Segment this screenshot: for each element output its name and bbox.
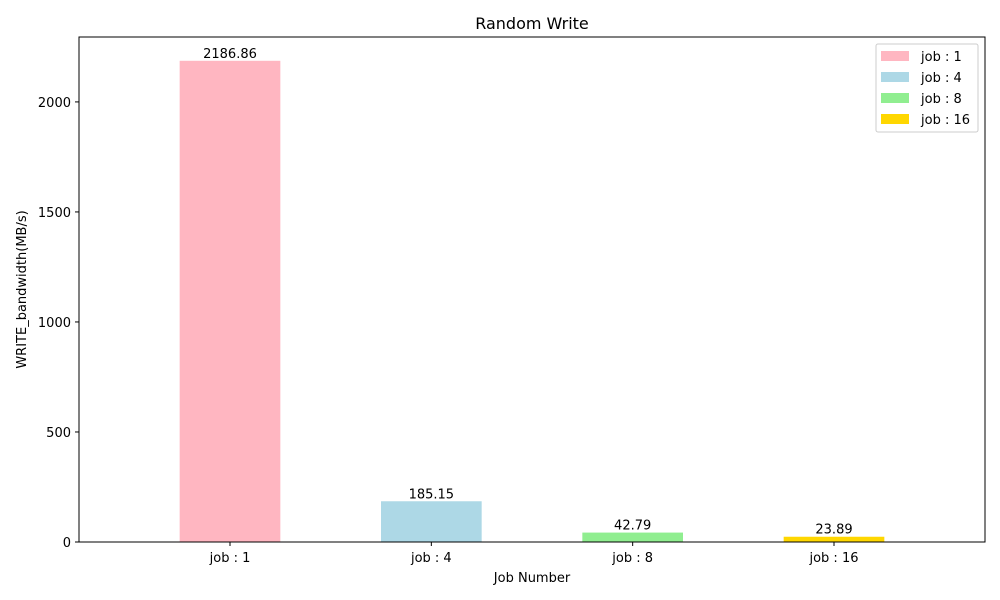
legend-label: job : 16 <box>920 113 970 128</box>
y-axis-label: WRITE_bandwidth(MB/s) <box>15 210 30 368</box>
x-tick-label: job : 1 <box>209 551 251 566</box>
legend-label: job : 4 <box>920 71 962 86</box>
x-axis: job : 1 job : 4 job : 8 job : 16 <box>209 542 859 566</box>
legend-box <box>875 43 979 133</box>
value-labels-group: 2186.86 185.15 42.79 23.89 <box>203 47 852 538</box>
y-tick-label: 1000 <box>38 316 71 331</box>
legend-swatch <box>881 114 909 124</box>
legend-swatch <box>881 72 909 82</box>
legend-label: job : 8 <box>920 92 962 107</box>
bar-value-label: 2186.86 <box>203 47 257 62</box>
y-axis: 0 500 1000 1500 2000 <box>38 96 79 551</box>
y-tick-label: 500 <box>46 426 71 441</box>
bar-value-label: 42.79 <box>614 519 651 534</box>
legend-swatch <box>881 51 909 61</box>
chart-title: Random Write <box>475 14 589 33</box>
y-tick-label: 1500 <box>38 206 71 221</box>
bar-value-label: 23.89 <box>815 523 852 538</box>
bars-group <box>179 60 885 543</box>
y-tick-label: 2000 <box>38 96 71 111</box>
bar <box>381 501 482 542</box>
legend-swatch <box>881 93 909 103</box>
legend-label: job : 1 <box>920 50 962 65</box>
plot-frame <box>78 36 986 543</box>
bar-value-label: 185.15 <box>409 487 455 502</box>
x-axis-label: Job Number <box>493 571 571 586</box>
legend: job : 1 job : 4 job : 8 job : 16 <box>875 43 979 133</box>
x-tick-label: job : 4 <box>410 551 452 566</box>
x-tick-label: job : 8 <box>611 551 653 566</box>
x-tick-label: job : 16 <box>808 551 858 566</box>
bar <box>179 60 281 543</box>
bar <box>783 536 885 542</box>
y-tick-label: 0 <box>63 536 71 551</box>
bar <box>582 532 683 542</box>
